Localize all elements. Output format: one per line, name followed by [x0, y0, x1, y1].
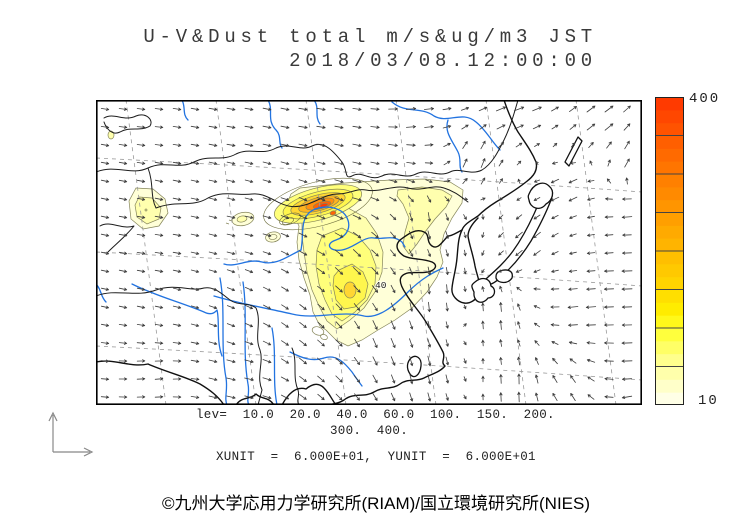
river-amur — [391, 101, 501, 151]
border-layer — [97, 101, 519, 404]
river-yangtze — [213, 267, 444, 318]
map-figure: 40 — [96, 100, 643, 405]
dust-blob-west — [128, 187, 169, 230]
river-yellow — [300, 206, 406, 251]
level-legend-line-1: lev= 10.0 20.0 40.0 60.0 100. 150. 200. — [196, 408, 555, 422]
river-ussuri — [446, 119, 463, 173]
unit-legend: XUNIT = 6.000E+01, YUNIT = 6.000E+01 — [216, 450, 536, 464]
dust-blob-sw — [265, 231, 281, 243]
coast-indochina — [281, 383, 337, 404]
tip-contour-ring — [311, 326, 325, 336]
island-taiwan — [406, 355, 422, 378]
dust-plume-100-spot — [343, 281, 357, 299]
wind-arrow-layer — [100, 105, 633, 403]
map-canvas: 40 — [96, 100, 643, 405]
tip-contour-ring — [320, 334, 328, 340]
colorbar-gradient — [655, 97, 684, 406]
dust-blob-small — [225, 211, 255, 227]
contour-label-40: 40 — [375, 280, 387, 291]
river-pearl — [289, 351, 363, 387]
coast-india — [97, 360, 225, 404]
plot-timestamp: 2018/03/08.12:00:00 — [289, 50, 597, 72]
border-altai-squiggle — [103, 114, 152, 134]
colorbar-min-label: 10 — [698, 393, 719, 409]
border-mongolia-south — [147, 167, 469, 209]
level-legend-line-2: 300. 400. — [330, 424, 409, 438]
coast-myanmar — [235, 393, 275, 404]
plot-title: U-V&Dust total m/s&ug/m3 JST — [143, 26, 597, 48]
coast-china — [330, 229, 463, 404]
border-himalaya — [97, 286, 263, 404]
colorbar — [655, 97, 684, 406]
island-shikoku — [495, 269, 513, 284]
dust-dot-nw — [107, 130, 115, 140]
colorbar-max-label: 400 — [689, 91, 721, 107]
map-frame — [96, 100, 643, 405]
copyright-text: ©九州大学応用力学研究所(RIAM)/国立環境研究所(NIES) — [161, 494, 591, 513]
graticule-layer — [97, 101, 641, 404]
island-sakhalin — [564, 136, 583, 167]
reference-axes-icon — [48, 411, 94, 457]
border-north — [97, 101, 519, 179]
river-layer — [97, 101, 501, 404]
island-hokkaido — [527, 182, 554, 210]
